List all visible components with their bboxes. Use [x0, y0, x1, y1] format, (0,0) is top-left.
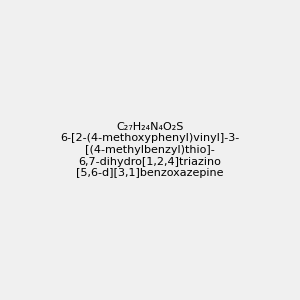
Text: C₂₇H₂₄N₄O₂S
6-[2-(4-methoxyphenyl)vinyl]-3-
[(4-methylbenzyl)thio]-
6,7-dihydro[: C₂₇H₂₄N₄O₂S 6-[2-(4-methoxyphenyl)vinyl]…: [60, 122, 240, 178]
